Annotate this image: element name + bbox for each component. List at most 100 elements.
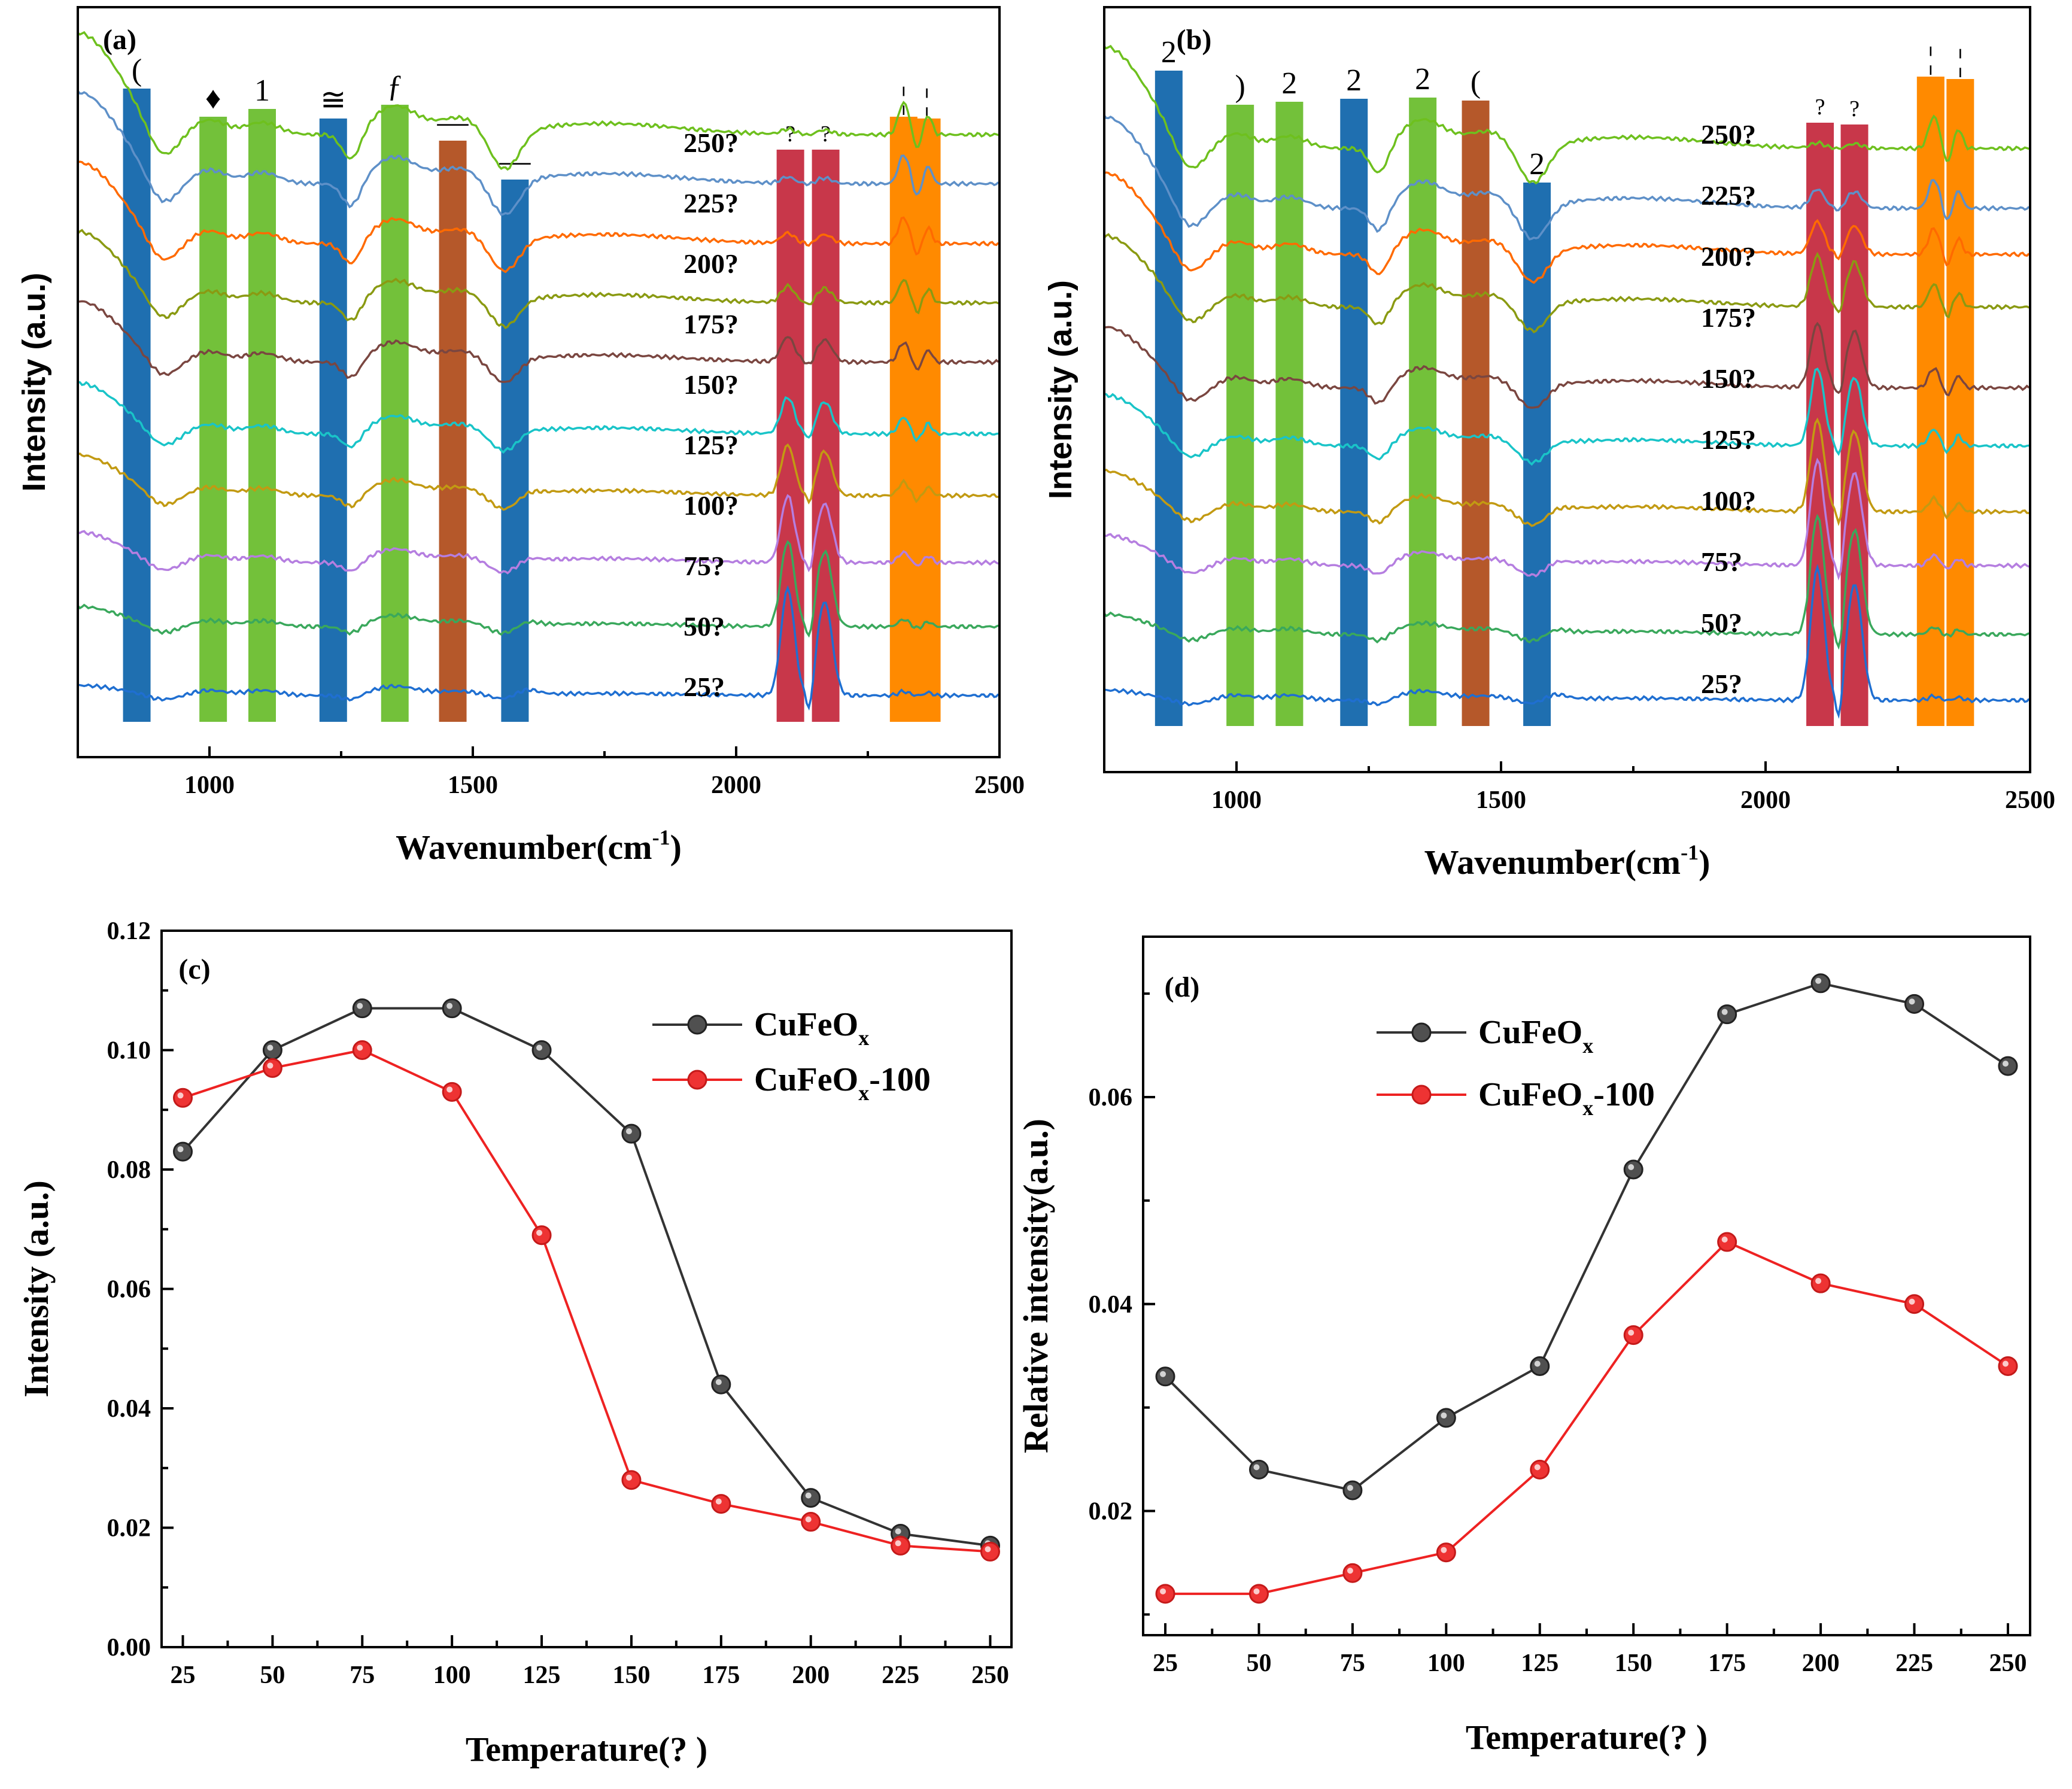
legend-label-sub: x xyxy=(1582,1034,1593,1058)
x-tick-label: 1500 xyxy=(1476,786,1526,814)
x-axis-title-sup: -1 xyxy=(652,825,670,849)
spectrum-curve xyxy=(1103,114,2030,241)
x-tick-label: 75 xyxy=(350,1662,375,1689)
data-point-highlight xyxy=(1628,1329,1634,1336)
x-tick-label: 1500 xyxy=(448,772,498,799)
spectrum-panel-a: (♦ 1 ≅ ƒ——? ?¦ ¦25?50?75?100?125?150?175?200?… xyxy=(16,6,1025,867)
band-red xyxy=(812,150,840,722)
data-point-highlight xyxy=(446,1086,453,1093)
y-tick-label: 0.02 xyxy=(1089,1498,1133,1526)
temperature-label: 225? xyxy=(1701,180,1756,211)
data-point xyxy=(531,1040,552,1060)
data-point xyxy=(352,1040,372,1060)
band-label: ) xyxy=(1235,69,1245,104)
temperature-label: 25? xyxy=(1701,669,1742,699)
data-point xyxy=(1155,1584,1175,1604)
data-point-highlight xyxy=(2002,1061,2009,1067)
spectrum-curve xyxy=(77,443,999,511)
data-point xyxy=(1530,1459,1550,1480)
band-label: ? xyxy=(1849,96,1860,122)
spectrum-curve xyxy=(1104,564,2030,719)
data-point-highlight xyxy=(1721,1009,1728,1015)
band-label: ≅ xyxy=(320,83,347,117)
data-point-highlight xyxy=(1160,1371,1166,1377)
temperature-label: 175? xyxy=(1701,302,1756,333)
band-green xyxy=(199,117,227,722)
band-label: 2 xyxy=(1415,62,1430,96)
legend-label-suffix: -100 xyxy=(1593,1076,1655,1113)
legend-marker xyxy=(1411,1085,1432,1105)
temperature-label: 100? xyxy=(683,490,739,521)
temperature-label: 150? xyxy=(1701,363,1756,394)
x-tick-label: 100 xyxy=(1427,1650,1465,1677)
line-panel-c: 0.00 0.02 0.04 0.06 0.08 0.10 0.12 25 50 75 100 125… xyxy=(17,918,1013,1769)
line-panel-d: 0.02 0.04 0.06 25 50 75 100 125 150 175 200 225 250 C… xyxy=(1016,935,2031,1757)
data-point-highlight xyxy=(1160,1588,1166,1594)
data-point-highlight xyxy=(357,1003,363,1009)
band-label: ¦ xyxy=(901,81,907,116)
x-tick-label: 50 xyxy=(1246,1650,1271,1677)
band-label: ? xyxy=(785,122,795,147)
data-point xyxy=(352,998,372,1019)
legend-label: CuFeOx-100 xyxy=(754,1061,931,1105)
data-point xyxy=(262,1040,282,1060)
data-point-highlight xyxy=(2002,1360,2009,1367)
data-point xyxy=(442,998,462,1019)
x-tick-label: 200 xyxy=(1802,1650,1840,1677)
temperature-label: 25? xyxy=(683,672,725,702)
spectrum-curve xyxy=(1104,321,2030,409)
data-point xyxy=(1248,1584,1269,1604)
axes-frame xyxy=(77,6,1001,758)
temperature-label: 200? xyxy=(1701,241,1756,272)
temperature-label: 200? xyxy=(683,248,739,279)
band-label: 2 xyxy=(1346,63,1362,98)
legend-marker xyxy=(687,1070,707,1090)
data-point xyxy=(711,1374,731,1395)
spectrum-curve xyxy=(77,540,999,638)
data-point xyxy=(1436,1408,1456,1428)
data-point-highlight xyxy=(1815,977,1822,984)
data-point xyxy=(1530,1356,1550,1376)
x-axis-title-sup: -1 xyxy=(1681,840,1699,864)
spectrum-curve xyxy=(1104,457,2030,581)
temperature-label: 250? xyxy=(1701,119,1756,150)
temperature-label: 250? xyxy=(683,127,739,158)
data-point xyxy=(1155,1366,1175,1387)
legend-label-sub: x xyxy=(1582,1096,1593,1120)
x-tick-label: 100 xyxy=(433,1662,471,1689)
legend-label-sub: x xyxy=(858,1026,869,1050)
legend-label-sub: x xyxy=(858,1081,869,1105)
data-point xyxy=(711,1494,731,1514)
legend-marker xyxy=(687,1015,707,1035)
x-tick-label: 125 xyxy=(523,1662,561,1689)
x-axis-title-end: ) xyxy=(1699,843,1710,882)
data-point xyxy=(173,1088,193,1108)
panel-label: (d) xyxy=(1165,971,1200,1003)
x-tick-label: 150 xyxy=(1615,1650,1652,1677)
data-point-highlight xyxy=(1441,1412,1447,1419)
data-point xyxy=(980,1541,1000,1562)
spectrum-curve xyxy=(77,160,999,274)
spectrum-curve xyxy=(1104,367,2030,466)
data-point-highlight xyxy=(625,1128,632,1135)
y-tick-label: 0.06 xyxy=(107,1276,151,1304)
spectrum-curve xyxy=(1104,171,2030,284)
x-tick-label: 225 xyxy=(1895,1650,1933,1677)
temperature-label: 225? xyxy=(683,188,739,218)
y-axis-title: Relative intensity(a.u.) xyxy=(1016,1119,1055,1453)
data-point xyxy=(621,1123,642,1144)
band-blue xyxy=(1155,71,1183,726)
legend-label-suffix: -100 xyxy=(869,1061,931,1098)
band-red xyxy=(1840,124,1869,726)
y-tick-label: 0.02 xyxy=(107,1515,151,1542)
band-label: ♦ xyxy=(205,81,221,116)
y-tick-label: 0.08 xyxy=(107,1156,151,1184)
data-point-highlight xyxy=(805,1492,812,1499)
panel-label: (b) xyxy=(1177,24,1212,56)
data-point-highlight xyxy=(715,1379,722,1386)
data-point-highlight xyxy=(1628,1164,1634,1170)
band-blue xyxy=(1340,99,1368,726)
band-orange xyxy=(913,119,941,722)
legend-marker xyxy=(1411,1022,1432,1043)
